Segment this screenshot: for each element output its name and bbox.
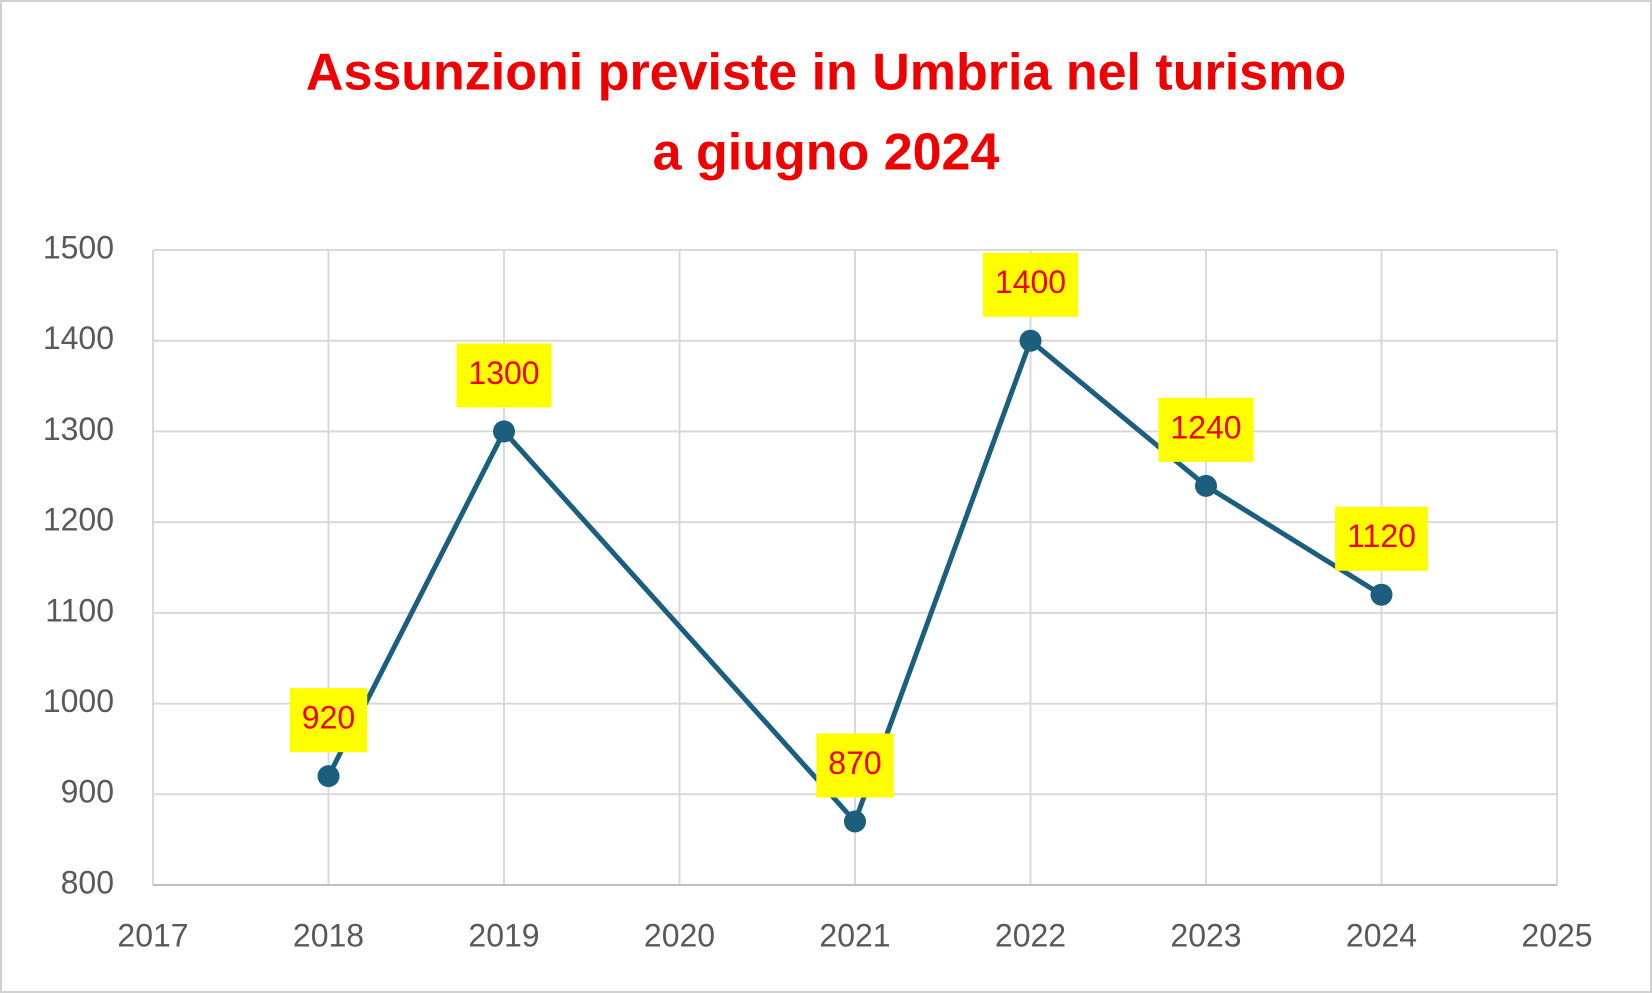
value-label: 1120 — [1347, 518, 1416, 554]
point — [1370, 583, 1393, 606]
x-tick-label: 2018 — [293, 917, 364, 953]
value-label-bg — [456, 343, 552, 408]
chart-title: a giugno 2024 — [653, 124, 1000, 182]
x-tick-label: 2023 — [1170, 917, 1241, 953]
x-tick-label: 2021 — [819, 917, 890, 953]
y-tick-label: 1300 — [43, 411, 114, 447]
x-tick-label: 2022 — [995, 917, 1066, 953]
y-tick-label: 1400 — [43, 320, 114, 356]
value-label-bg — [982, 252, 1079, 317]
point — [1019, 329, 1042, 352]
value-label: 870 — [828, 745, 881, 781]
line — [326, 338, 1383, 824]
chart-title: Assunzioni previste in Umbria nel turism… — [306, 44, 1346, 102]
point — [317, 765, 340, 788]
value-label: 920 — [302, 700, 355, 736]
value-label-group: 870 — [816, 733, 894, 798]
value-label: 1400 — [995, 264, 1066, 300]
value-label: 1300 — [468, 355, 539, 391]
y-tick-label: 900 — [61, 774, 114, 810]
y-tick-label: 800 — [61, 864, 114, 900]
value-label-group: 920 — [289, 688, 368, 753]
value-label-group: 1300 — [456, 343, 552, 408]
value-label-group: 1240 — [1158, 397, 1254, 462]
point — [493, 420, 515, 443]
x-tick-label: 2024 — [1346, 917, 1417, 953]
value-label-bg — [816, 733, 894, 798]
x-tick-label: 2019 — [468, 917, 539, 953]
value-label-group: 1400 — [982, 252, 1079, 317]
point — [1195, 474, 1217, 497]
x-tick-label: 2017 — [117, 917, 188, 953]
point — [844, 810, 866, 833]
y-tick-label: 1100 — [45, 592, 114, 628]
y-tick-label: 1500 — [43, 229, 114, 265]
y-tick-label: 1200 — [43, 502, 114, 538]
y-tick-label: 1000 — [43, 683, 114, 719]
value-label-bg — [289, 688, 368, 753]
value-label-bg — [1158, 397, 1254, 462]
x-tick-label: 2020 — [644, 917, 715, 953]
value-label-group: 1120 — [1335, 506, 1428, 571]
x-tick-label: 2025 — [1521, 917, 1592, 953]
value-label: 1240 — [1170, 409, 1241, 445]
value-label-bg — [1335, 506, 1428, 571]
